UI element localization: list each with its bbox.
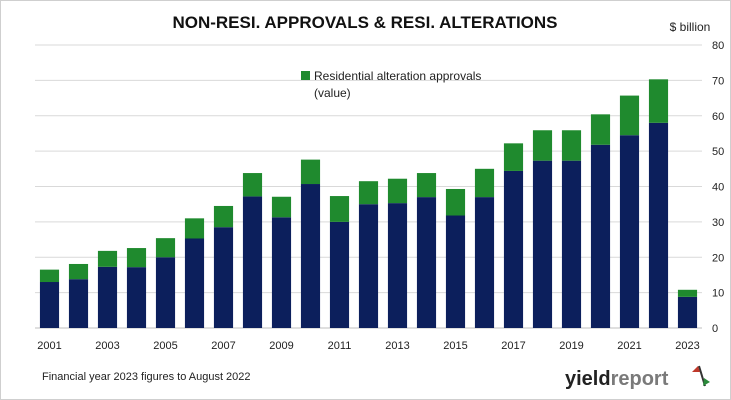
legend: Residential alteration approvals (value) xyxy=(301,69,481,100)
bar-non_residential-2019 xyxy=(561,160,582,328)
legend-label-line2: (value) xyxy=(314,86,351,100)
bar-non_residential-2006 xyxy=(184,238,205,328)
bar-residential_alterations-2007 xyxy=(213,205,234,228)
bar-non_residential-2021 xyxy=(619,135,640,328)
chart-title: NON-RESI. APPROVALS & RESI. ALTERATIONS xyxy=(172,13,557,32)
bar-non_residential-2020 xyxy=(590,144,611,328)
x-tick-label: 2019 xyxy=(559,340,583,352)
bar-residential_alterations-2011 xyxy=(329,196,350,222)
logo-text: yieldreport xyxy=(565,368,669,390)
bar-non_residential-2022 xyxy=(648,122,669,328)
bar-non_residential-2002 xyxy=(68,279,89,328)
x-tick-label: 2017 xyxy=(501,340,525,352)
bar-non_residential-2010 xyxy=(300,184,321,328)
legend-swatch-residential-alterations xyxy=(301,71,310,80)
bar-residential_alterations-2003 xyxy=(97,250,118,267)
x-tick-label: 2011 xyxy=(328,340,352,352)
y-tick-label: 40 xyxy=(712,182,724,194)
x-tick-label: 2023 xyxy=(675,340,699,352)
x-tick-label: 2005 xyxy=(153,340,177,352)
bar-residential_alterations-2013 xyxy=(387,178,408,204)
y-axis-ticks: 0 10 20 30 40 50 60 70 80 xyxy=(712,40,724,335)
bar-non_residential-2001 xyxy=(39,282,60,328)
percent-icon-bottom xyxy=(703,378,710,386)
yieldreport-logo: yieldreport xyxy=(565,365,710,390)
bar-non_residential-2016 xyxy=(474,197,495,328)
bar-residential_alterations-2002 xyxy=(68,263,89,280)
bar-residential_alterations-2017 xyxy=(503,143,524,171)
bar-residential_alterations-2023 xyxy=(677,289,698,297)
x-tick-label: 2003 xyxy=(95,340,119,352)
y-tick-label: 10 xyxy=(712,288,724,300)
bar-residential_alterations-2001 xyxy=(39,269,60,283)
percent-icon-top xyxy=(692,366,700,372)
bar-residential_alterations-2012 xyxy=(358,181,379,205)
bar-residential_alterations-2020 xyxy=(590,114,611,145)
y-tick-label: 20 xyxy=(712,252,724,264)
bars xyxy=(39,79,698,328)
y-tick-label: 50 xyxy=(712,146,724,158)
gridlines xyxy=(35,44,702,329)
bar-residential_alterations-2004 xyxy=(126,248,147,268)
bar-non_residential-2007 xyxy=(213,227,234,328)
bar-residential_alterations-2010 xyxy=(300,159,321,185)
bar-non_residential-2023 xyxy=(677,296,698,328)
bar-non_residential-2012 xyxy=(358,204,379,328)
bar-non_residential-2011 xyxy=(329,221,350,328)
x-tick-label: 2013 xyxy=(385,340,409,352)
x-tick-label: 2015 xyxy=(443,340,467,352)
x-tick-label: 2021 xyxy=(617,340,641,352)
bar-non_residential-2017 xyxy=(503,170,524,328)
legend-label-line1: Residential alteration approvals xyxy=(314,69,481,83)
y-tick-label: 30 xyxy=(712,217,724,229)
logo-part-report: report xyxy=(611,368,669,390)
bar-non_residential-2003 xyxy=(97,266,118,328)
x-tick-label: 2001 xyxy=(37,340,61,352)
bar-non_residential-2014 xyxy=(416,197,437,328)
bar-residential_alterations-2019 xyxy=(561,130,582,161)
percent-icon xyxy=(692,365,710,387)
y-tick-label: 60 xyxy=(712,111,724,123)
y-tick-label: 80 xyxy=(712,40,724,52)
x-tick-label: 2009 xyxy=(269,340,293,352)
bar-non_residential-2013 xyxy=(387,203,408,328)
bar-residential_alterations-2005 xyxy=(155,238,176,258)
footnote: Financial year 2023 figures to August 20… xyxy=(42,371,251,383)
bar-non_residential-2005 xyxy=(155,257,176,328)
x-tick-label: 2007 xyxy=(211,340,235,352)
bar-residential_alterations-2015 xyxy=(445,188,466,216)
bar-residential_alterations-2014 xyxy=(416,173,437,198)
bar-non_residential-2004 xyxy=(126,267,147,328)
x-axis-ticks: 2001 2003 2005 2007 2009 2011 2013 2015 2017 2019… xyxy=(37,340,699,352)
bar-non_residential-2018 xyxy=(532,160,553,328)
y-axis-unit-label: $ billion xyxy=(670,20,711,34)
bar-residential_alterations-2008 xyxy=(242,173,263,197)
bar-non_residential-2015 xyxy=(445,215,466,328)
y-tick-label: 0 xyxy=(712,323,718,335)
bar-residential_alterations-2006 xyxy=(184,218,205,239)
bar-residential_alterations-2016 xyxy=(474,168,495,198)
bar-residential_alterations-2021 xyxy=(619,95,640,136)
logo-part-yield: yield xyxy=(565,368,611,390)
bar-non_residential-2008 xyxy=(242,196,263,328)
bar-residential_alterations-2022 xyxy=(648,79,669,123)
bar-residential_alterations-2009 xyxy=(271,196,292,218)
y-tick-label: 70 xyxy=(712,75,724,87)
bar-non_residential-2009 xyxy=(271,217,292,328)
bar-residential_alterations-2018 xyxy=(532,130,553,161)
